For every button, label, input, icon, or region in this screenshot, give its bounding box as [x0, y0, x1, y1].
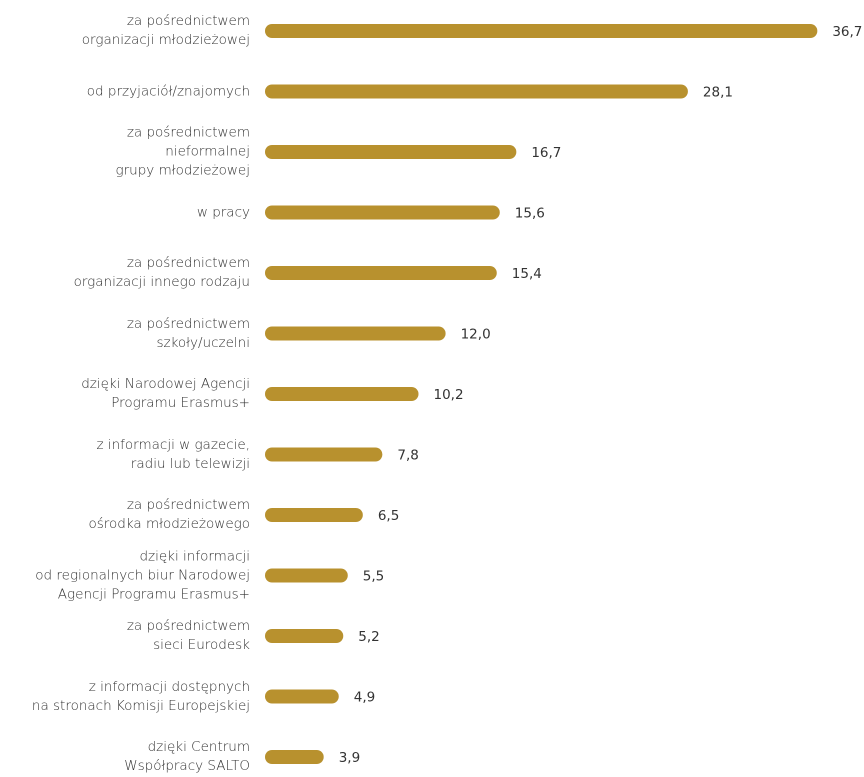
value-label: 6,5 [378, 508, 399, 524]
category-label: za pośrednictwem nieformalnej grupy młod… [115, 124, 250, 179]
bar [265, 266, 497, 280]
bar [265, 145, 517, 159]
value-label: 10,2 [434, 387, 464, 403]
category-label: z informacji w gazecie, radiu lub telewi… [96, 436, 250, 472]
value-label: 7,8 [397, 448, 418, 464]
category-label: dzięki informacji od regionalnych biur N… [35, 548, 250, 602]
bar [265, 750, 324, 764]
bar [265, 205, 500, 220]
value-label: 12,0 [461, 327, 491, 343]
bar [265, 24, 818, 38]
value-label: 5,2 [358, 629, 379, 645]
value-label: 3,9 [339, 750, 360, 766]
bar [265, 387, 419, 401]
bar [265, 689, 339, 704]
value-label: 28,1 [703, 85, 733, 101]
category-label: za pośrednictwem szkoły/uczelni [126, 315, 250, 351]
bar [265, 629, 344, 643]
bar [265, 568, 348, 583]
category-label: w pracy [196, 204, 250, 220]
category-label: dzięki Centrum Współpracy SALTO [124, 739, 250, 774]
category-label: od przyjaciół/znajomych [86, 83, 250, 99]
category-label: za pośrednictwem organizacji innego rodz… [73, 255, 250, 290]
bar [265, 447, 383, 462]
bar [265, 508, 363, 522]
value-label: 4,9 [354, 690, 375, 706]
value-label: 15,4 [512, 266, 542, 282]
category-label: za pośrednictwem ośrodka młodzieżowego [88, 497, 250, 532]
value-label: 36,7 [832, 24, 862, 40]
bar [265, 326, 446, 341]
value-label: 16,7 [531, 145, 561, 161]
bar [265, 84, 688, 99]
category-label: dzięki Narodowej Agencji Programu Erasmu… [81, 376, 250, 411]
value-label: 5,5 [363, 569, 384, 585]
category-label: za pośrednictwem organizacji młodzieżowe… [81, 13, 250, 48]
category-label: za pośrednictwem sieci Eurodesk [126, 618, 250, 653]
category-label: z informacji dostępnych na stronach Komi… [31, 678, 250, 714]
value-label: 15,6 [515, 206, 545, 222]
